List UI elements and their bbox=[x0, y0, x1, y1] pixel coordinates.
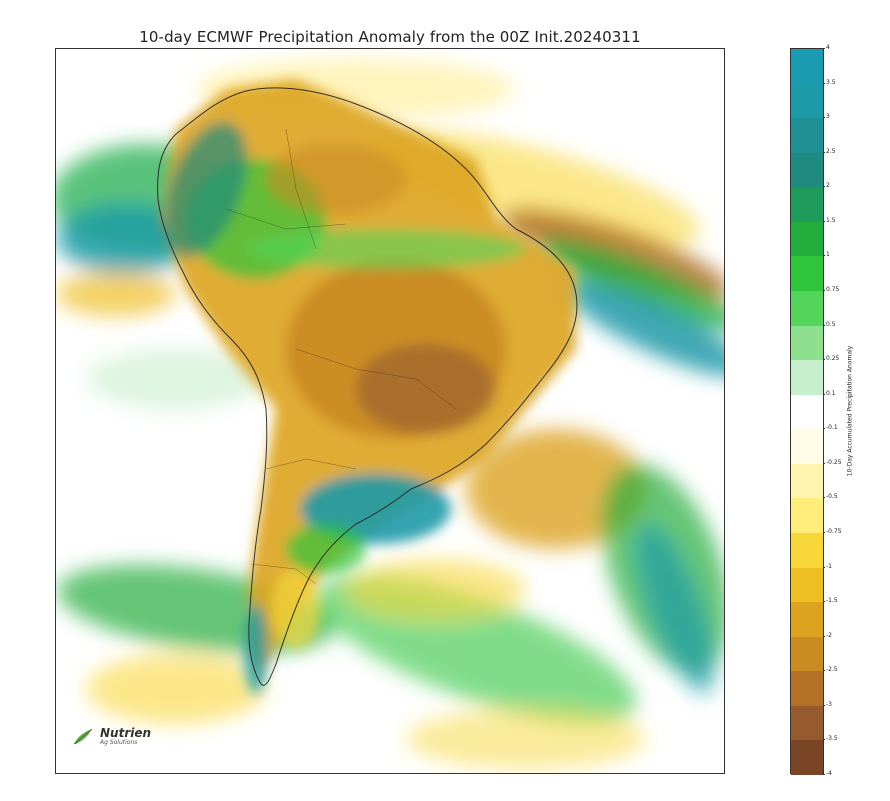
colorbar-tick-label: -2.5 bbox=[823, 666, 838, 674]
colorbar-tick-label: -0.75 bbox=[823, 528, 842, 535]
colorbar-tick-label: 3 bbox=[823, 113, 830, 121]
colorbar-tick-label: 2.5 bbox=[823, 147, 836, 155]
colorbar-tick-label: 4 bbox=[823, 44, 830, 51]
colorbar-segment bbox=[791, 325, 823, 361]
colorbar-segment bbox=[791, 602, 823, 638]
colorbar-segment bbox=[791, 463, 823, 499]
colorbar-tick-label: 2 bbox=[823, 182, 830, 190]
colorbar-tick-label: 0.1 bbox=[823, 389, 836, 397]
colorbar-segment bbox=[791, 49, 823, 85]
colorbar-tick-label: 0.75 bbox=[822, 286, 840, 293]
colorbar-segment bbox=[791, 636, 823, 672]
logo-name: Nutrien bbox=[100, 725, 152, 740]
colorbar-segment bbox=[791, 118, 823, 154]
colorbar-segment bbox=[791, 221, 823, 257]
colorbar-segment bbox=[791, 498, 823, 534]
colorbar-tick-label: 0.5 bbox=[823, 320, 836, 328]
colorbar-segment bbox=[791, 567, 823, 603]
ocean-anomaly-layer bbox=[56, 59, 724, 769]
colorbar-tick-label: -4 bbox=[823, 770, 832, 777]
leaf-icon bbox=[73, 728, 93, 745]
colorbar-label: 10-Day Accumulated Precipitation Anomaly bbox=[846, 345, 854, 477]
colorbar-tick-label: -1 bbox=[823, 562, 832, 570]
colorbar-tick-label: 0.25 bbox=[822, 355, 840, 363]
colorbar-segment bbox=[791, 187, 823, 223]
colorbar-segment bbox=[791, 394, 823, 430]
colorbar-segment bbox=[791, 256, 823, 292]
colorbar-segment bbox=[791, 533, 823, 569]
colorbar-segment bbox=[791, 429, 823, 465]
colorbar-segment bbox=[791, 705, 823, 741]
colorbar-tick-label: -0.5 bbox=[823, 493, 838, 501]
logo-subtitle: Ag Solutions bbox=[100, 738, 138, 746]
colorbar-segment bbox=[791, 740, 823, 776]
nutrien-logo: Nutrien Ag Solutions bbox=[72, 726, 151, 746]
map-title: 10-day ECMWF Precipitation Anomaly from … bbox=[139, 28, 641, 46]
coastline-outline bbox=[157, 87, 578, 686]
colorbar-tick-label: -3.5 bbox=[823, 735, 838, 743]
colorbar-tick-label: 3.5 bbox=[823, 78, 836, 86]
colorbar-tick-label: 1 bbox=[823, 251, 830, 259]
precipitation-anomaly-map bbox=[55, 48, 725, 774]
colorbar-tick-label: -0.25 bbox=[823, 458, 842, 466]
continent-anomaly-layer bbox=[161, 79, 576, 694]
colorbar-tick-label: 1.5 bbox=[823, 216, 836, 224]
colorbar-segment bbox=[791, 83, 823, 119]
colorbar-segment bbox=[791, 291, 823, 327]
colorbar-segment bbox=[791, 671, 823, 707]
colorbar-segment bbox=[791, 360, 823, 396]
colorbar-segment bbox=[791, 152, 823, 188]
colorbar-tick-label: -3 bbox=[823, 700, 832, 708]
colorbar-tick-label: -2 bbox=[823, 631, 832, 639]
colorbar bbox=[790, 48, 824, 776]
colorbar-tick-label: -0.1 bbox=[823, 424, 838, 432]
colorbar-tick-label: -1.5 bbox=[823, 597, 838, 605]
